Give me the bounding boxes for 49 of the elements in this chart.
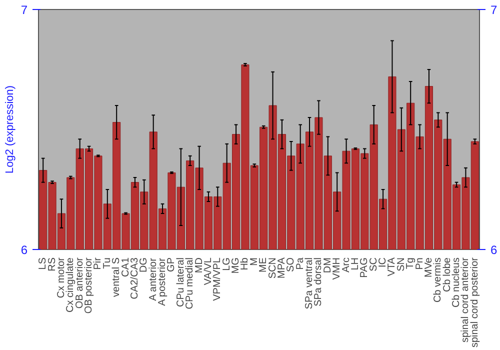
- x-tick-label: M: [248, 257, 260, 266]
- x-tick-label: LG: [221, 257, 232, 271]
- x-tick-label: VPM/VPL: [212, 257, 224, 301]
- x-tick-label: ventral S: [111, 257, 122, 297]
- x-tick-label: Hb: [240, 257, 251, 270]
- x-tick-label: Tu: [102, 257, 113, 269]
- y-axis-title: Log2 (expression): [4, 85, 16, 174]
- x-tick-label: SPa dorsal: [313, 257, 324, 306]
- x-tick-label: spinal cord anterior: [460, 256, 472, 343]
- x-tick-label: Pa: [294, 257, 306, 270]
- x-tick-label: SN: [396, 257, 407, 272]
- x-tick-label: MVe: [423, 257, 434, 278]
- x-tick-label: CA1: [120, 257, 132, 277]
- x-tick-label: Cb vermis: [432, 257, 444, 303]
- x-tick-label: Pn: [414, 257, 426, 270]
- x-tick-label: Cx cingulate: [65, 257, 76, 313]
- x-tick-label: OB anterior: [74, 256, 86, 309]
- x-tick-label: Arc: [340, 258, 352, 272]
- x-tick-label: SO: [286, 257, 297, 272]
- x-tick-label: LH: [350, 257, 361, 270]
- x-tick-label: Cx motor: [56, 256, 67, 298]
- x-tick-label: A posterior: [157, 257, 168, 306]
- x-tick-label: ME: [258, 257, 270, 272]
- x-tick-label: LS: [38, 257, 49, 270]
- x-tick-label: OB posterior: [84, 256, 95, 314]
- x-tick-label: CPu medial: [184, 257, 196, 310]
- x-tick-label: Cb nucleus: [451, 258, 462, 308]
- x-tick-label: SC: [368, 257, 380, 272]
- x-tick-label: DG: [138, 257, 150, 272]
- x-tick-label: MPA: [276, 257, 288, 278]
- x-tick-label: CA2/CA3: [129, 257, 140, 300]
- x-tick-label: Pir: [92, 256, 104, 270]
- x-tick-label: VTA: [386, 257, 398, 276]
- x-tick-label: GP: [166, 257, 178, 272]
- x-tick-label: Tg: [405, 258, 416, 270]
- x-tick-label: SCN: [267, 257, 278, 279]
- x-tick-label: PAG: [359, 257, 370, 278]
- x-tick-label: RS: [46, 257, 58, 272]
- x-tick-label: spinal cord posterior: [469, 256, 480, 348]
- x-tick-label: VMH: [332, 257, 343, 280]
- y2-tick-label: 7: [490, 3, 498, 17]
- x-tick-label: CPu lateral: [175, 258, 186, 307]
- x-tick-label: A anterior: [148, 257, 159, 301]
- x-tick-label: DM: [322, 257, 334, 274]
- y2-tick-label: 6: [490, 243, 498, 257]
- x-tick-label: Cb lobe: [442, 257, 453, 292]
- x-tick-label: MD: [194, 257, 205, 274]
- x-tick-label: VA/VL: [202, 257, 214, 286]
- x-tick-label: IC: [378, 258, 389, 268]
